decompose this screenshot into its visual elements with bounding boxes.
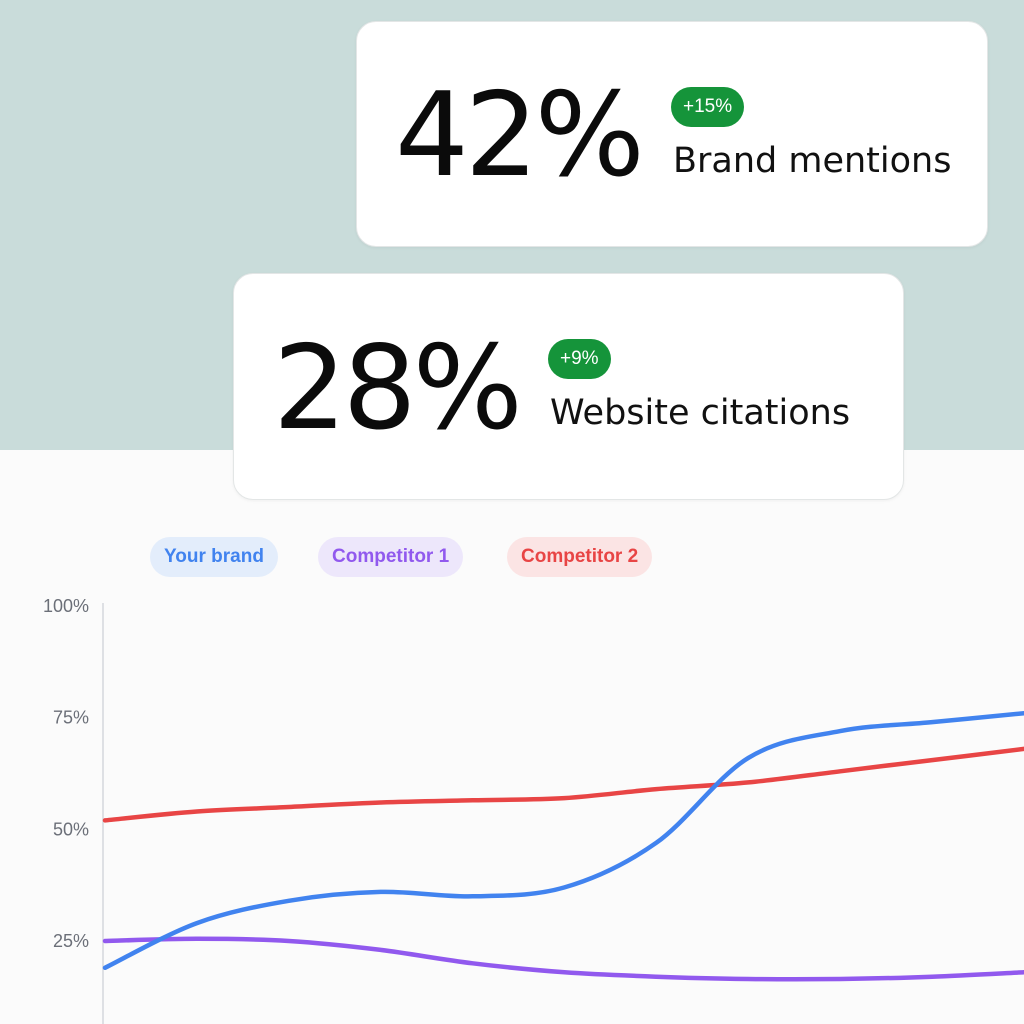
y-tick-label: 50% (53, 819, 89, 839)
website-citations-label: Website citations (550, 393, 851, 433)
series-line-competitor-2 (102, 746, 1024, 823)
legend-competitor-1[interactable]: Competitor 1 (318, 537, 464, 577)
y-tick-label: 100% (43, 596, 89, 616)
legend-your-brand[interactable]: Your brand (150, 537, 278, 577)
y-tick-label: 25% (53, 931, 89, 951)
legend-competitor-2[interactable]: Competitor 2 (507, 537, 653, 577)
y-tick-label: 75% (53, 708, 89, 728)
website-citations-card: 28% +9% Website citations (233, 273, 904, 500)
series-line-competitor-1 (102, 936, 1024, 982)
brand-mentions-label: Brand mentions (673, 141, 952, 181)
brand-mentions-card: 42% +15% Brand mentions (356, 21, 988, 247)
brand-mentions-change-badge: +15% (671, 87, 745, 127)
website-citations-change-badge: +9% (548, 339, 611, 379)
brand-mentions-value: 42% (395, 68, 645, 203)
website-citations-value: 28% (273, 321, 523, 456)
series-lines (102, 710, 1024, 982)
series-line-your-brand (102, 710, 1024, 971)
y-axis-ticks: 100% 75% 50% 25% (43, 596, 89, 951)
